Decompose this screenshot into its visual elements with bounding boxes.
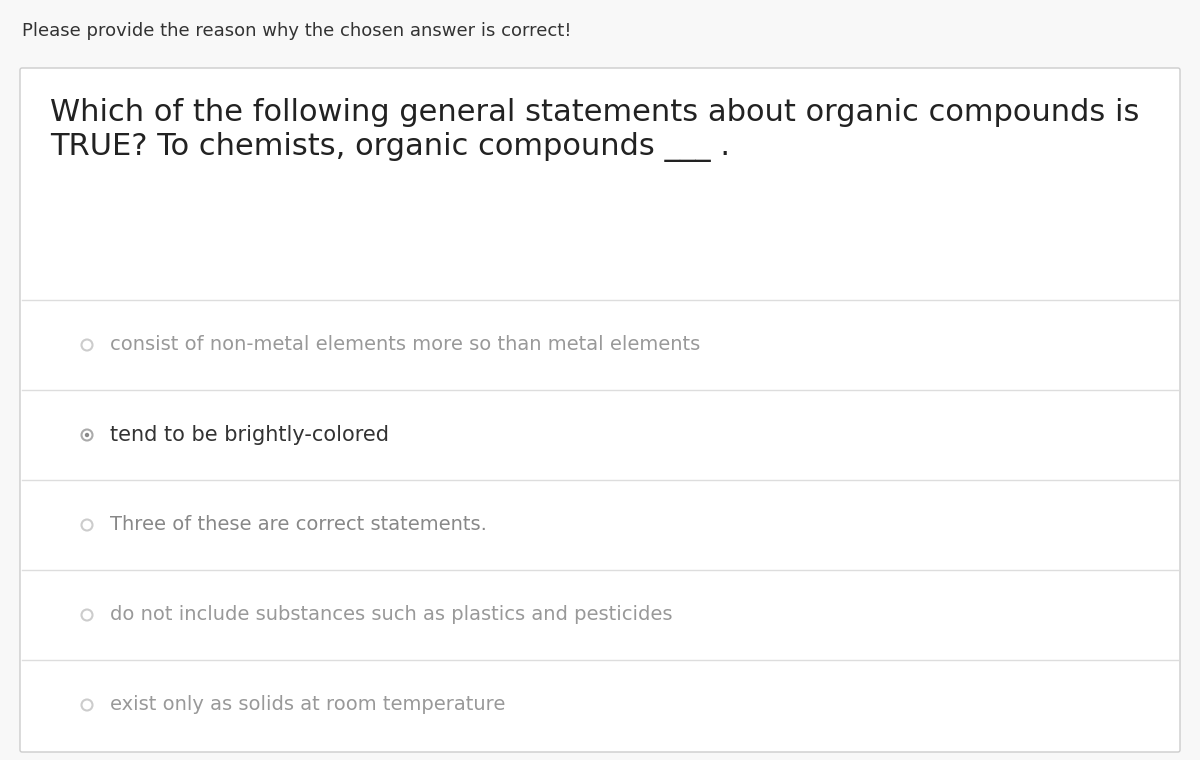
Text: TRUE? To chemists, organic compounds ___ .: TRUE? To chemists, organic compounds ___… [50,132,730,162]
FancyBboxPatch shape [20,68,1180,752]
Text: Please provide the reason why the chosen answer is correct!: Please provide the reason why the chosen… [22,22,571,40]
Text: consist of non-metal elements more so than metal elements: consist of non-metal elements more so th… [110,335,701,354]
Text: Three of these are correct statements.: Three of these are correct statements. [110,515,487,534]
Circle shape [85,432,89,437]
Text: tend to be brightly-colored: tend to be brightly-colored [110,425,390,445]
Text: do not include substances such as plastics and pesticides: do not include substances such as plasti… [110,606,673,625]
Text: Which of the following general statements about organic compounds is: Which of the following general statement… [50,98,1139,127]
Text: exist only as solids at room temperature: exist only as solids at room temperature [110,695,506,714]
